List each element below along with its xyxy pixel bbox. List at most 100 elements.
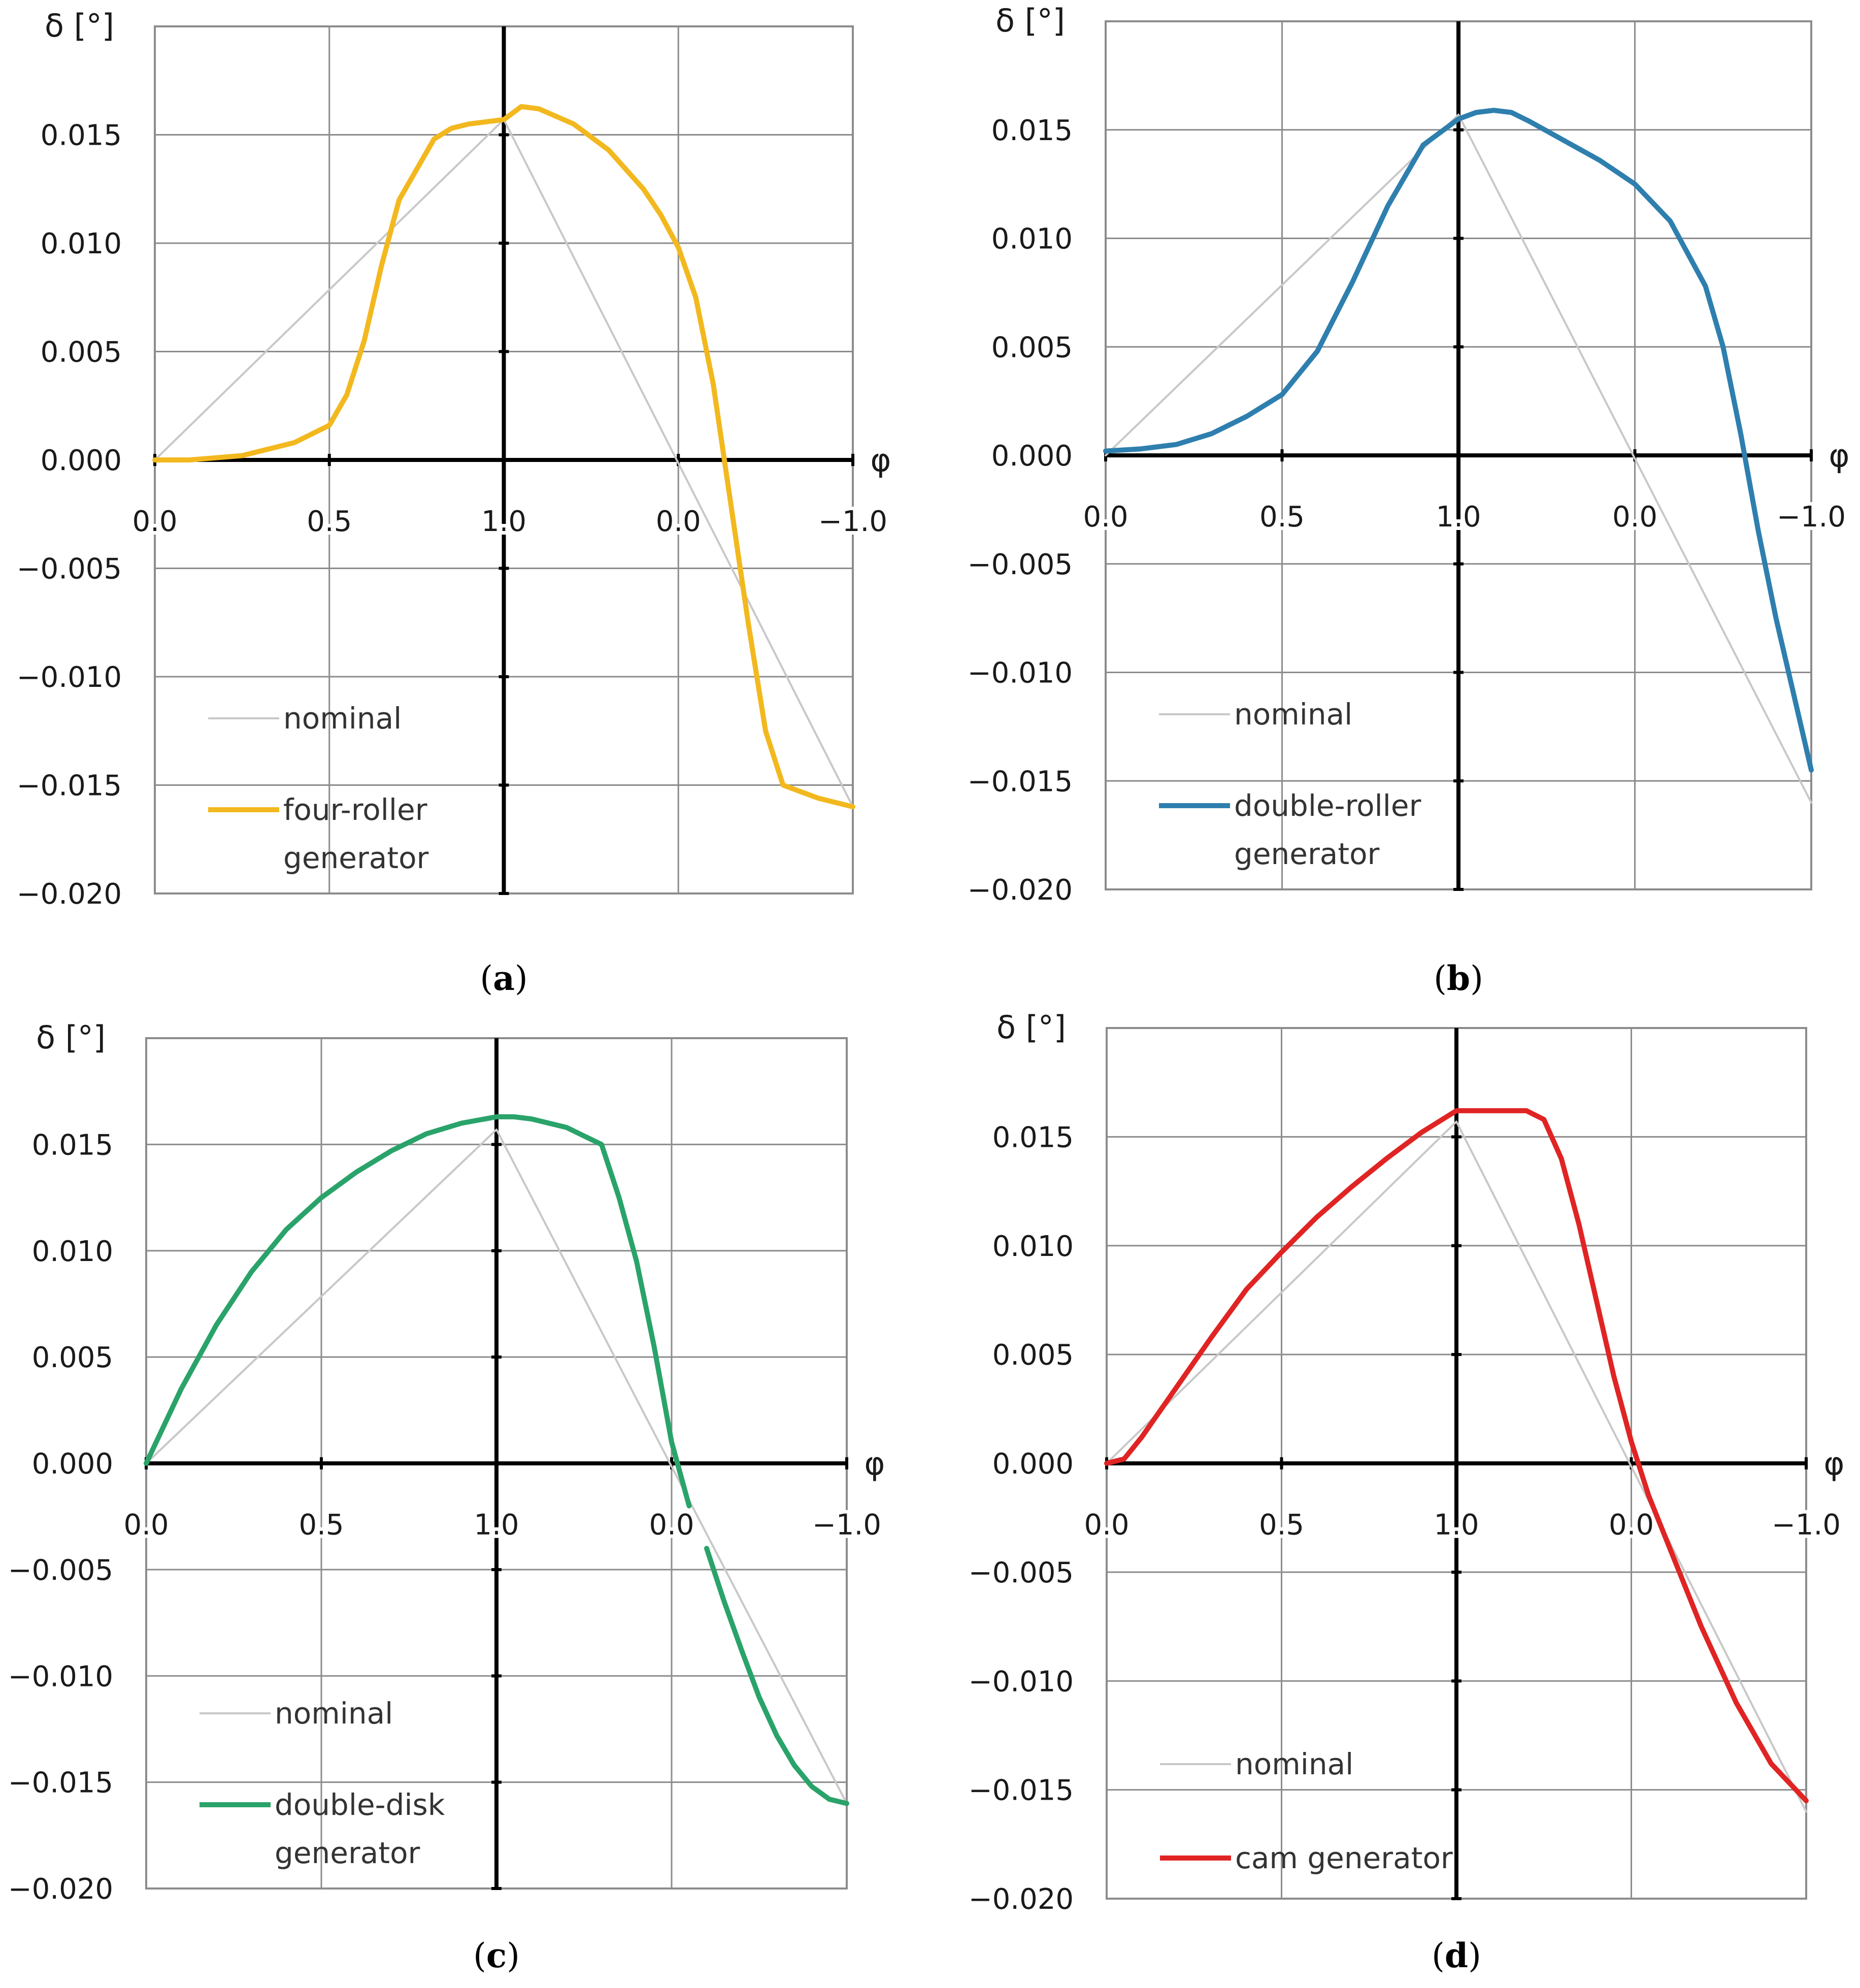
- caption-open-paren: (: [480, 959, 493, 998]
- y-tick-label: 0.000: [32, 1448, 113, 1481]
- y-tick-label: −0.005: [17, 553, 122, 586]
- y-tick-label: −0.015: [8, 1767, 113, 1800]
- generator-series-line: [144, 1114, 692, 1509]
- x-tick-label: 0.0: [649, 1509, 694, 1542]
- x-tick-label: −1.0: [1772, 1509, 1841, 1542]
- x-tick-label: 0.0: [1084, 1509, 1129, 1542]
- x-tick-label: 0.5: [1259, 1509, 1304, 1542]
- y-tick-label: −0.010: [968, 657, 1073, 690]
- panel-caption: (d): [1432, 1936, 1481, 1975]
- y-tick-label: 0.005: [992, 1339, 1074, 1372]
- y-tick-label: −0.015: [968, 765, 1073, 798]
- x-tick-label: 0.5: [298, 1509, 344, 1542]
- y-tick-label: −0.005: [8, 1554, 113, 1587]
- legend-label-generator-line2: generator: [1234, 837, 1380, 871]
- y-axis-title: δ [°]: [36, 1019, 106, 1056]
- x-tick-label: 0.5: [307, 505, 352, 538]
- y-tick-label: 0.010: [991, 223, 1073, 256]
- x-tick-label: 0.0: [1609, 1509, 1654, 1542]
- chart-panel-a: 0.015 0.010 0.005 0.000 −0.005 −0.010 −0.015 −0…: [17, 7, 891, 998]
- caption-close-paren: ): [1470, 959, 1483, 998]
- caption-open-paren: (: [1432, 1936, 1445, 1975]
- y-tick-label: 0.010: [41, 227, 122, 260]
- caption-letter: d: [1445, 1936, 1468, 1975]
- y-tick-label: −0.010: [969, 1665, 1074, 1698]
- y-tick-label: 0.010: [32, 1235, 113, 1268]
- y-tick-label: 0.015: [991, 114, 1073, 147]
- generator-series-line: [1104, 1108, 1809, 1804]
- y-tick-label: −0.015: [969, 1774, 1074, 1807]
- y-tick-label: −0.020: [969, 1883, 1074, 1916]
- y-tick-label: 0.000: [992, 1448, 1074, 1481]
- legend-label-nominal: nominal: [275, 1696, 393, 1731]
- x-tick-label: 0.5: [1259, 501, 1305, 534]
- legend-label-generator: double-roller: [1234, 788, 1421, 823]
- y-tick-label: 0.015: [32, 1129, 113, 1162]
- y-tick-label: 0.000: [991, 440, 1073, 473]
- y-tick-label: −0.010: [8, 1660, 113, 1693]
- legend-label-nominal: nominal: [1234, 697, 1352, 732]
- y-tick-label: 0.000: [41, 444, 122, 477]
- chart-panel-d: 0.015 0.010 0.005 0.000 −0.005 −0.010 −0.015 −0…: [969, 1009, 1845, 1975]
- caption-letter: c: [486, 1936, 507, 1975]
- x-tick-label: 1.0: [474, 1509, 519, 1542]
- x-tick-label: −1.0: [1777, 501, 1846, 534]
- y-tick-label: 0.005: [991, 331, 1073, 364]
- caption-close-paren: ): [1468, 1936, 1481, 1975]
- y-tick-label: −0.020: [968, 874, 1073, 907]
- y-tick-label: −0.005: [969, 1556, 1074, 1589]
- chart-panel-b: 0.015 0.010 0.005 0.000 −0.005 −0.010 −0.015 −0…: [968, 2, 1850, 998]
- x-tick-label: 1.0: [1436, 501, 1481, 534]
- generator-series-line: [1103, 108, 1814, 773]
- nominal-series-line: [145, 1129, 848, 1805]
- y-axis-title: δ [°]: [995, 2, 1065, 39]
- y-tick-label: −0.010: [17, 661, 122, 694]
- chart-panel-c: 0.015 0.010 0.005 0.000 −0.005 −0.010 −0.015 −0…: [8, 1019, 885, 1975]
- panel-caption: (c): [473, 1936, 520, 1975]
- x-tick-label: −1.0: [812, 1509, 881, 1542]
- x-tick-label: −1.0: [818, 505, 887, 538]
- y-tick-label: −0.015: [17, 770, 122, 803]
- x-tick-label: 0.0: [1083, 501, 1128, 534]
- x-tick-label: 0.0: [123, 1509, 169, 1542]
- nominal-series-line: [1106, 1120, 1807, 1813]
- legend-label-generator: four-roller: [283, 792, 427, 827]
- x-tick-label: 1.0: [481, 505, 526, 538]
- y-tick-label: −0.005: [968, 548, 1073, 581]
- y-tick-label: 0.005: [41, 336, 122, 369]
- y-tick-label: −0.020: [17, 878, 122, 911]
- legend-label-nominal: nominal: [283, 701, 402, 736]
- y-tick-label: 0.010: [992, 1230, 1074, 1263]
- generator-series-line: [704, 1546, 849, 1806]
- y-tick-label: 0.015: [41, 119, 122, 152]
- caption-close-paren: ): [515, 959, 528, 998]
- x-tick-label: 0.0: [1612, 501, 1657, 534]
- nominal-series-line: [1105, 113, 1812, 804]
- caption-letter: b: [1447, 958, 1470, 998]
- caption-open-paren: (: [1434, 959, 1447, 998]
- x-axis-title: φ: [1824, 1445, 1845, 1482]
- legend-label-generator-line2: generator: [275, 1836, 420, 1870]
- y-tick-label: 0.005: [32, 1341, 113, 1374]
- y-tick-label: −0.020: [8, 1873, 113, 1906]
- legend-label-generator: cam generator: [1235, 1841, 1453, 1875]
- x-tick-label: 1.0: [1434, 1509, 1479, 1542]
- panel-caption: (b): [1434, 958, 1483, 998]
- panel-caption: (a): [480, 958, 527, 998]
- x-axis-title: φ: [865, 1445, 885, 1482]
- y-axis-title: δ [°]: [45, 7, 114, 44]
- generator-series-line: [152, 104, 855, 810]
- legend-label-nominal: nominal: [1235, 1747, 1353, 1781]
- caption-letter: a: [493, 958, 515, 998]
- x-tick-label: 0.0: [656, 505, 701, 538]
- legend-label-generator: double-disk: [275, 1787, 445, 1822]
- legend-label-generator-line2: generator: [283, 841, 429, 875]
- caption-close-paren: ): [507, 1936, 520, 1975]
- caption-open-paren: (: [473, 1936, 486, 1975]
- x-axis-title: φ: [1829, 437, 1850, 474]
- x-axis-title: φ: [871, 442, 891, 479]
- x-tick-label: 0.0: [132, 505, 177, 538]
- y-axis-title: δ [°]: [997, 1009, 1066, 1046]
- y-tick-label: 0.015: [992, 1121, 1074, 1154]
